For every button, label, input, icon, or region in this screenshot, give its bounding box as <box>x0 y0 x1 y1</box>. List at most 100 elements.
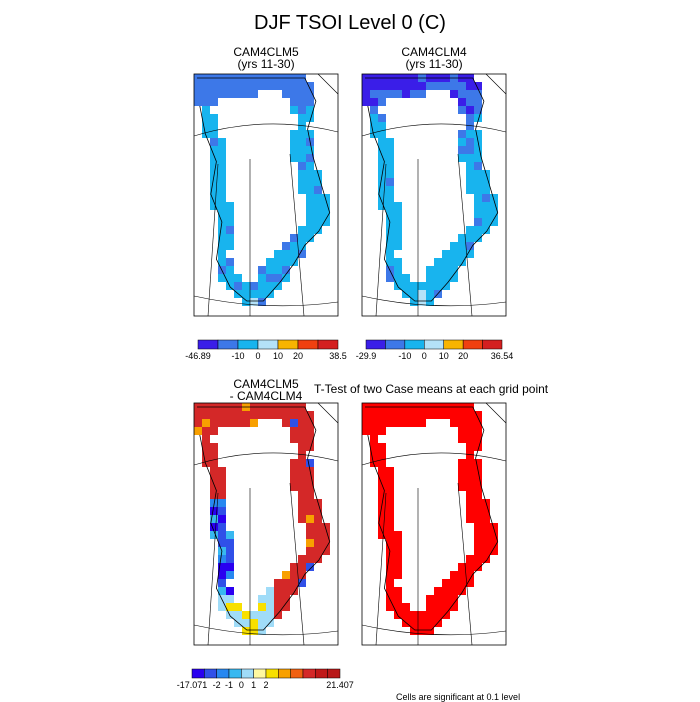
grid-cell <box>378 531 386 539</box>
colorbar-swatch <box>327 668 341 679</box>
grid-cell <box>386 579 394 587</box>
grid-cell <box>482 523 490 531</box>
grid-cell <box>322 539 330 547</box>
parallel-line <box>193 452 339 466</box>
grid-cell <box>458 579 466 587</box>
grid-cell <box>210 146 218 154</box>
grid-cell <box>386 571 394 579</box>
grid-cell <box>466 563 474 571</box>
grid-cell <box>306 459 314 467</box>
meridian-line <box>317 73 339 95</box>
grid-cell <box>434 258 442 266</box>
grid-cell <box>386 587 394 595</box>
grid-cell <box>282 274 290 282</box>
grid-cell <box>202 459 210 467</box>
meridian-line <box>485 402 507 424</box>
grid-cell <box>490 523 498 531</box>
grid-cell <box>386 515 394 523</box>
colorbar-swatch <box>385 339 406 350</box>
grid-cell <box>370 82 378 90</box>
grid-cell <box>386 202 394 210</box>
grid-cell <box>394 571 402 579</box>
grid-cell <box>458 483 466 491</box>
grid-cell <box>466 138 474 146</box>
grid-cell <box>426 603 434 611</box>
parallel-line <box>193 123 339 137</box>
grid-cell <box>378 467 386 475</box>
grid-cell <box>226 411 234 419</box>
grid-cell <box>290 483 298 491</box>
grid-cell <box>210 154 218 162</box>
grid-cell <box>210 443 218 451</box>
grid-cell <box>298 106 306 114</box>
grid-cell <box>298 499 306 507</box>
grid-cell <box>362 427 370 435</box>
grid-cell <box>250 611 258 619</box>
grid-cell <box>322 194 330 202</box>
grid-cell <box>314 531 322 539</box>
colorbar-swatch <box>216 668 230 679</box>
colorbar-swatch <box>290 668 304 679</box>
grid-cell <box>298 242 306 250</box>
colorbar-tick-label: 20 <box>458 351 468 361</box>
grid-cell <box>426 411 434 419</box>
grid-cell <box>426 619 434 627</box>
grid-cell <box>266 603 274 611</box>
grid-cell <box>466 459 474 467</box>
grid-cell <box>450 266 458 274</box>
grid-cell <box>386 210 394 218</box>
colorbar-swatch <box>462 339 483 350</box>
grid-cell <box>274 250 282 258</box>
grid-cell <box>386 563 394 571</box>
grid-cell <box>210 186 218 194</box>
grid-cell <box>218 234 226 242</box>
grid-cell <box>442 611 450 619</box>
grid-cell <box>290 467 298 475</box>
coastline <box>197 406 331 631</box>
grid-cell <box>394 547 402 555</box>
map-panel-case1 <box>193 73 339 317</box>
grid-cell <box>474 90 482 98</box>
grid-cell <box>474 154 482 162</box>
grid-cell <box>258 411 266 419</box>
meridian-line <box>485 73 507 95</box>
grid-cell <box>466 555 474 563</box>
grid-cell <box>218 499 226 507</box>
grid-cell <box>218 467 226 475</box>
grid-cell <box>378 427 386 435</box>
grid-cell <box>474 507 482 515</box>
grid-cell <box>298 427 306 435</box>
grid-cell <box>450 242 458 250</box>
grid-cell <box>442 282 450 290</box>
grid-cell <box>418 290 426 298</box>
grid-cell <box>458 98 466 106</box>
grid-cell <box>490 218 498 226</box>
grid-cell <box>210 411 218 419</box>
grid-cell <box>194 90 202 98</box>
significance-note: Cells are significant at 0.1 level <box>396 692 521 702</box>
grid-cell <box>210 467 218 475</box>
grid-cell <box>482 194 490 202</box>
grid-cell <box>266 611 274 619</box>
grid-cell <box>466 499 474 507</box>
colorbar-diff: -17.071 -2 -1 0 1 2 21.407 <box>177 668 354 690</box>
grid-cell <box>226 603 234 611</box>
grid-cell <box>386 531 394 539</box>
grid-cell <box>458 106 466 114</box>
grid-cell <box>226 555 234 563</box>
grid-cell <box>218 226 226 234</box>
grid-cell <box>306 547 314 555</box>
grid-cell <box>298 467 306 475</box>
grid-cell <box>378 515 386 523</box>
grid-cell <box>474 178 482 186</box>
grid-cell <box>210 90 218 98</box>
grid-cell <box>218 587 226 595</box>
grid-cell <box>434 266 442 274</box>
grid-cell <box>378 178 386 186</box>
grid-cell <box>466 226 474 234</box>
grid-cell <box>210 138 218 146</box>
colorbar-tick-label: 10 <box>273 351 283 361</box>
panel-title-diff: CAM4CLM5 - CAM4CLM4 <box>194 378 338 402</box>
grid-cell <box>306 435 314 443</box>
grid-cell <box>410 419 418 427</box>
